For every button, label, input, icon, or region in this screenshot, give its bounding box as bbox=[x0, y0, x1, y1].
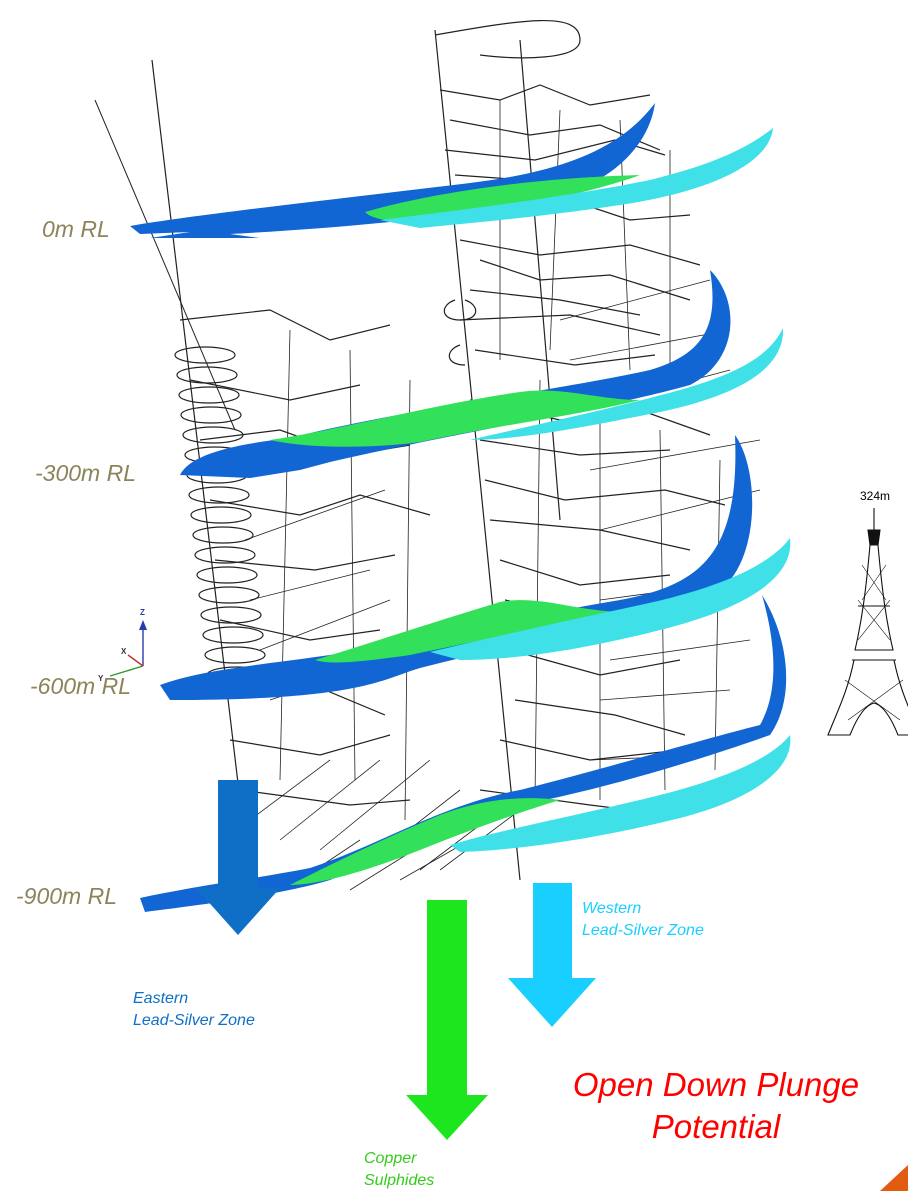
x-axis-label: X bbox=[121, 647, 127, 656]
x-axis-line bbox=[127, 654, 144, 667]
copper-orebody-0m bbox=[365, 175, 640, 221]
level-label-0m: 0m RL bbox=[42, 216, 110, 242]
eastern-zone-label-line1: Eastern bbox=[133, 990, 189, 1007]
eastern-orebody-300m bbox=[180, 270, 731, 478]
orebodies bbox=[130, 103, 791, 912]
level-label-900m: -900m RL bbox=[16, 883, 117, 909]
eiffel-tower-icon bbox=[827, 508, 908, 736]
y-axis-label: Y bbox=[98, 674, 104, 683]
western-zone-label-line2: Lead-Silver Zone bbox=[582, 922, 704, 939]
tower-height-label: 324m bbox=[860, 489, 891, 503]
western-orebody-900m bbox=[450, 735, 791, 852]
copper-zone-label-line2: Sulphides bbox=[364, 1172, 435, 1189]
plunge-arrows bbox=[196, 780, 596, 1140]
open-down-plunge-text: Open Down Plunge Potential bbox=[536, 1064, 896, 1148]
copper-orebody-300m bbox=[270, 390, 640, 447]
copper-orebody-900m bbox=[290, 798, 560, 885]
western-zone-label-line1: Western bbox=[582, 900, 642, 917]
plunge-line2: Potential bbox=[651, 1108, 781, 1145]
eastern-orebody-900m bbox=[140, 595, 787, 912]
copper-orebody-600m bbox=[315, 600, 620, 663]
western-zone-label: Western Lead-Silver Zone bbox=[582, 898, 704, 942]
copper-zone-arrow bbox=[406, 900, 488, 1140]
eastern-zone-label: Eastern Lead-Silver Zone bbox=[133, 988, 255, 1032]
level-label-300m: -300m RL bbox=[35, 460, 136, 486]
western-orebody-0m bbox=[380, 128, 773, 228]
axis-gizmo bbox=[109, 620, 147, 677]
western-zone-arrow bbox=[508, 883, 596, 1027]
eastern-zone-arrow bbox=[196, 780, 280, 935]
plunge-line1: Open Down Plunge bbox=[572, 1066, 860, 1103]
western-orebody-300m bbox=[470, 328, 784, 440]
eastern-zone-label-line2: Lead-Silver Zone bbox=[133, 1012, 255, 1029]
z-axis-label: Z bbox=[140, 608, 145, 617]
level-label-600m: -600m RL bbox=[30, 673, 131, 699]
copper-zone-label: Copper Sulphides bbox=[364, 1148, 434, 1192]
western-orebody-600m bbox=[430, 538, 791, 660]
copper-zone-label-line1: Copper bbox=[364, 1150, 417, 1167]
y-axis-line bbox=[109, 665, 144, 677]
corner-accent bbox=[880, 1165, 908, 1191]
